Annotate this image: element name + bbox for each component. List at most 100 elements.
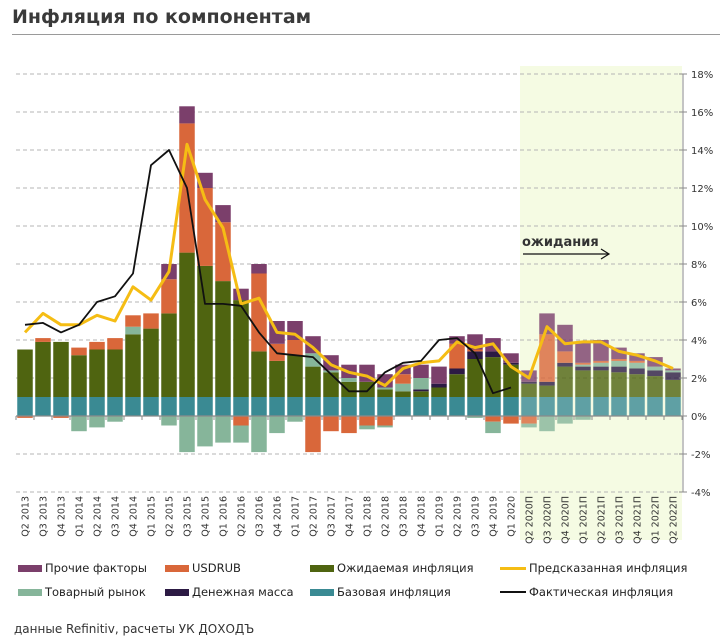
x-tick-label: Q3 2019: [471, 496, 482, 537]
y-tick-label: -4%: [691, 488, 710, 499]
bar-segment-other: [215, 205, 231, 223]
y-tick-label: 12%: [691, 184, 713, 195]
x-tick-label: Q4 2018: [417, 496, 428, 537]
bar-segment-usdrub_neg: [305, 416, 321, 453]
bar-segment-commodity_neg: [251, 416, 267, 453]
bar-segment-usdrub_neg: [341, 416, 357, 434]
x-tick-label: Q1 2017: [291, 496, 302, 537]
bar-segment-commodity_neg: [89, 416, 105, 428]
x-tick-label: Q3 2016: [255, 496, 266, 537]
bar-segment-expected: [179, 252, 195, 397]
x-tick-label: Q2 2019: [453, 496, 464, 537]
bar-segment-usdrub: [539, 334, 555, 382]
bar-segment-commodity_neg: [215, 416, 231, 443]
bar-segment-other: [611, 347, 627, 359]
bar-segment-expected: [467, 359, 483, 397]
bar-segment-base: [431, 397, 447, 416]
bar-segment-commodity: [377, 387, 393, 390]
bar-segment-usdrub: [143, 313, 159, 329]
x-tick-label: Q2 2021П: [597, 496, 608, 544]
x-tick-label: Q4 2014: [129, 496, 140, 537]
x-tick-label: Q1 2020: [507, 496, 518, 537]
bar-segment-base: [341, 397, 357, 416]
bar-segment-other: [179, 106, 195, 124]
bar-segment-base: [485, 397, 501, 416]
bar-segment-usdrub: [35, 338, 51, 342]
axis-layer: -4% -2% 0% 2% 4% 6% 8% 10% 12% 14% 16% 18% Q2 2013 Q3…: [15, 70, 713, 544]
inflation-chart: -4% -2% 0% 2% 4% 6% 8% 10% 12% 14% 16% 18% Q2 2013 Q3…: [15, 66, 713, 544]
bar-segment-base: [467, 397, 483, 416]
bar-segment-other: [431, 366, 447, 384]
x-tick-label: Q4 2016: [273, 496, 284, 537]
legend-item-predicted: Предсказанная инфляция: [500, 561, 687, 575]
x-tick-label: Q3 2020П: [543, 496, 554, 544]
bar-segment-expected: [485, 357, 501, 397]
bar-segment-money: [647, 370, 663, 377]
bar-segment-base: [161, 397, 177, 416]
bar-segment-expected: [341, 381, 357, 397]
bar-segment-base: [377, 397, 393, 416]
bar-segment-commodity_neg: [269, 416, 285, 434]
bar-segment-other: [449, 336, 465, 344]
bar-segment-base: [323, 397, 339, 416]
legend-label: Фактическая инфляция: [529, 585, 674, 599]
bar-segment-expected: [575, 370, 591, 397]
bar-segment-expected: [521, 383, 537, 397]
legend-swatch-actual: [500, 591, 526, 593]
bar-segment-money: [449, 368, 465, 375]
bar-segment-commodity: [125, 326, 141, 335]
y-tick-label: 2%: [691, 374, 707, 385]
bar-segment-expected: [611, 372, 627, 397]
bar-segment-commodity_neg: [287, 416, 303, 422]
legend-item-expected: Ожидаемая инфляция: [310, 561, 474, 575]
bar-segment-expected: [593, 370, 609, 397]
x-tick-label: Q3 2018: [399, 496, 410, 537]
bar-segment-commodity: [575, 364, 591, 367]
bar-segment-money: [665, 372, 681, 380]
bar-segment-money: [521, 381, 537, 384]
bar-segment-expected: [359, 381, 375, 397]
bar-segment-commodity: [395, 383, 411, 392]
bar-segment-base: [125, 397, 141, 416]
y-tick-label: 14%: [691, 146, 713, 157]
bar-segment-usdrub_neg: [359, 416, 375, 426]
bar-segment-usdrub: [575, 362, 591, 365]
bar-segment-expected: [161, 313, 177, 397]
bar-segment-base: [557, 397, 573, 416]
bar-segment-commodity: [341, 378, 357, 382]
legend-item-base: Базовая инфляция: [310, 585, 451, 599]
legend-item-other: Прочие факторы: [18, 561, 147, 575]
bar-segment-usdrub_neg: [521, 416, 537, 424]
y-tick-label: -2%: [691, 450, 710, 461]
bar-segment-money: [539, 381, 555, 386]
bar-segment-base: [449, 397, 465, 416]
x-tick-label: Q4 2013: [57, 496, 68, 537]
bar-segment-expected: [35, 341, 51, 397]
bar-segment-other: [665, 368, 681, 371]
legend-label: Прочие факторы: [45, 561, 147, 575]
bar-segment-commodity_neg: [485, 421, 501, 434]
x-tick-label: Q1 2018: [363, 496, 374, 537]
bar-segment-money: [629, 368, 645, 375]
bar-segment-expected: [107, 349, 123, 397]
bar-segment-money: [611, 366, 627, 373]
bar-segment-usdrub_neg: [233, 416, 249, 426]
bar-segment-expected: [89, 349, 105, 397]
legend-swatch-money: [165, 588, 189, 596]
bar-segment-base: [611, 397, 627, 416]
expectations-arrow-head: [600, 248, 611, 260]
source-note: данные Refinitiv, расчеты УК ДОХОДЪ: [14, 622, 255, 636]
bar-segment-commodity: [611, 360, 627, 367]
bar-segment-base: [521, 397, 537, 416]
bar-segment-usdrub: [557, 351, 573, 363]
bar-segment-usdrub: [107, 338, 123, 350]
forecast-region: [520, 66, 682, 540]
bar-segment-usdrub_neg: [503, 416, 519, 424]
bar-segment-commodity: [665, 370, 681, 373]
bar-segment-expected: [269, 360, 285, 397]
bar-layer: [17, 106, 681, 453]
bar-segment-other: [575, 341, 591, 363]
bar-segment-usdrub: [611, 359, 627, 361]
bar-segment-commodity_neg: [359, 425, 375, 430]
bar-segment-money: [557, 362, 573, 367]
